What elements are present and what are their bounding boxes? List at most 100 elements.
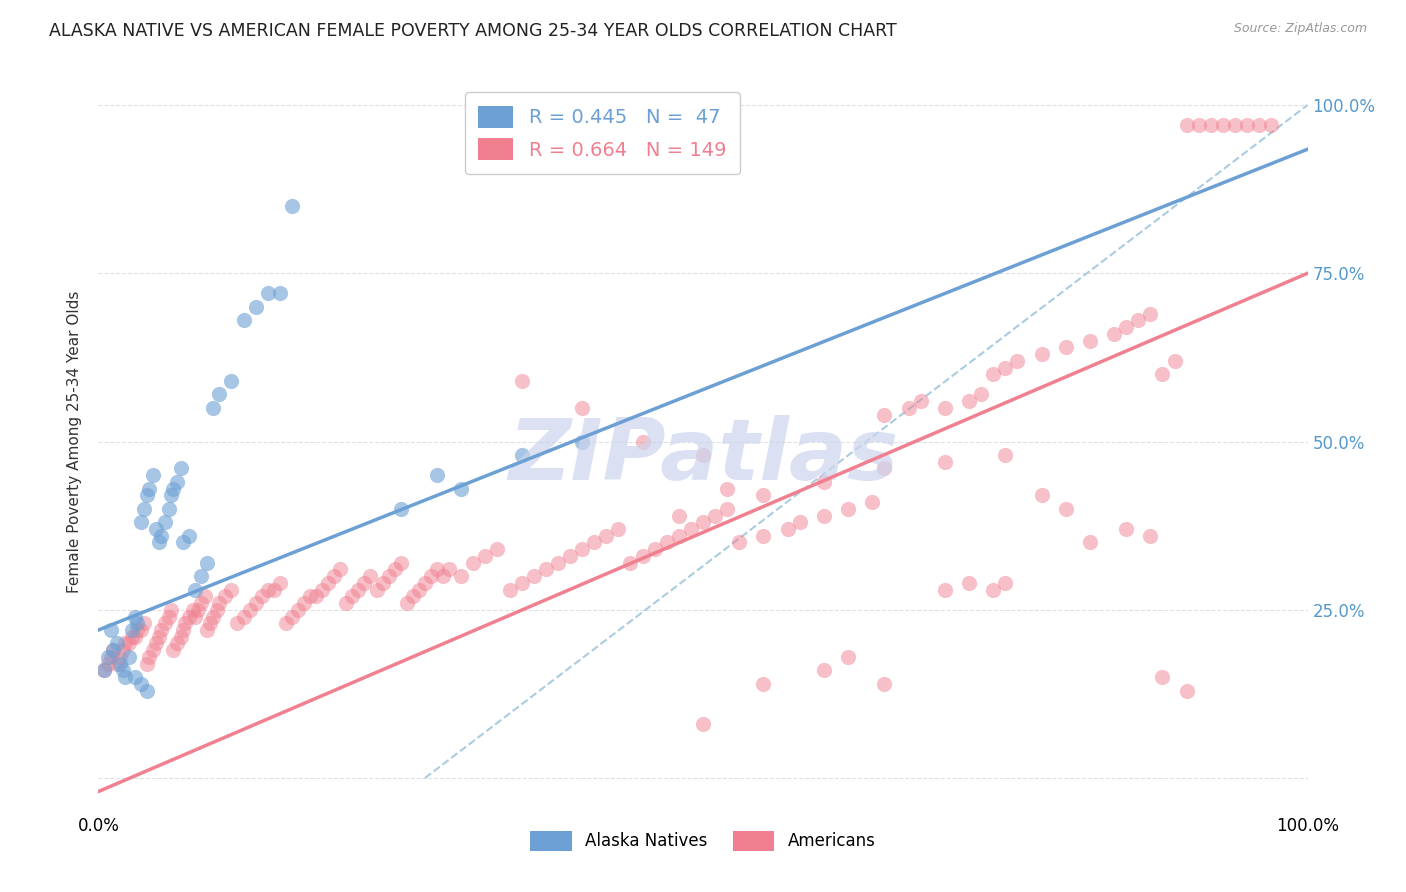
Point (873, 408, 896, 422)
Point (384, 562, 406, 576)
Point (121, 623, 143, 637)
Point (1128, 313, 1150, 327)
Point (510, 374, 533, 388)
Point (187, 603, 209, 617)
Point (118, 649, 141, 664)
Point (752, 488, 775, 502)
Point (437, 562, 460, 576)
Point (195, 556, 218, 570)
Point (221, 582, 243, 597)
Point (692, 516, 714, 530)
Point (129, 623, 152, 637)
Point (583, 535, 606, 549)
Text: Source: ZipAtlas.com: Source: ZipAtlas.com (1233, 22, 1367, 36)
Point (179, 609, 201, 624)
Point (157, 609, 180, 624)
Point (101, 643, 124, 657)
Point (1175, 683, 1198, 698)
Point (124, 609, 146, 624)
Point (1031, 488, 1053, 502)
Point (631, 549, 654, 563)
Point (287, 603, 309, 617)
Point (360, 569, 382, 583)
Point (316, 575, 339, 590)
Point (142, 643, 165, 657)
Point (595, 529, 617, 543)
Point (184, 609, 207, 624)
Point (138, 482, 160, 496)
Point (1175, 118, 1198, 132)
Text: ALASKA NATIVE VS AMERICAN FEMALE POVERTY AMONG 25-34 YEAR OLDS CORRELATION CHART: ALASKA NATIVE VS AMERICAN FEMALE POVERTY… (49, 22, 897, 40)
Point (1115, 320, 1137, 334)
Point (281, 609, 304, 624)
Point (571, 434, 593, 449)
Point (1152, 368, 1174, 382)
Point (232, 313, 254, 327)
Point (692, 717, 714, 731)
Point (934, 455, 956, 469)
Point (195, 623, 218, 637)
Point (607, 522, 630, 536)
Point (114, 636, 136, 650)
Point (160, 488, 183, 502)
Point (716, 482, 738, 496)
Point (221, 374, 243, 388)
Point (194, 590, 217, 604)
Point (135, 488, 157, 502)
Point (1078, 535, 1101, 549)
Point (426, 562, 449, 576)
Point (129, 516, 152, 530)
Point (172, 623, 194, 637)
Point (450, 569, 472, 583)
Point (644, 542, 666, 557)
Point (184, 582, 207, 597)
Point (190, 569, 212, 583)
Point (994, 575, 1017, 590)
Point (631, 434, 654, 449)
Point (389, 501, 412, 516)
Point (1031, 347, 1053, 361)
Point (198, 616, 221, 631)
Point (910, 394, 932, 409)
Point (134, 501, 156, 516)
Point (510, 575, 533, 590)
Point (389, 556, 412, 570)
Point (498, 582, 520, 597)
Point (1102, 326, 1125, 341)
Point (679, 522, 702, 536)
Point (263, 582, 285, 597)
Point (135, 657, 157, 671)
Point (813, 475, 835, 489)
Point (957, 394, 980, 409)
Point (1188, 118, 1211, 132)
Point (329, 562, 352, 576)
Point (450, 482, 472, 496)
Point (1139, 529, 1161, 543)
Point (1236, 118, 1258, 132)
Point (174, 616, 197, 631)
Point (981, 368, 1004, 382)
Point (558, 549, 581, 563)
Point (135, 683, 157, 698)
Point (214, 590, 236, 604)
Point (426, 468, 449, 483)
Point (100, 623, 122, 637)
Point (366, 582, 388, 597)
Point (934, 401, 956, 415)
Point (205, 603, 228, 617)
Point (981, 582, 1004, 597)
Point (994, 448, 1017, 462)
Point (108, 657, 131, 671)
Point (1054, 501, 1077, 516)
Point (239, 603, 262, 617)
Point (118, 636, 141, 650)
Point (716, 501, 738, 516)
Point (166, 636, 188, 650)
Point (571, 542, 593, 557)
Point (1139, 307, 1161, 321)
Point (1152, 670, 1174, 684)
Point (148, 535, 170, 549)
Point (169, 461, 191, 475)
Point (342, 590, 364, 604)
Point (873, 461, 896, 475)
